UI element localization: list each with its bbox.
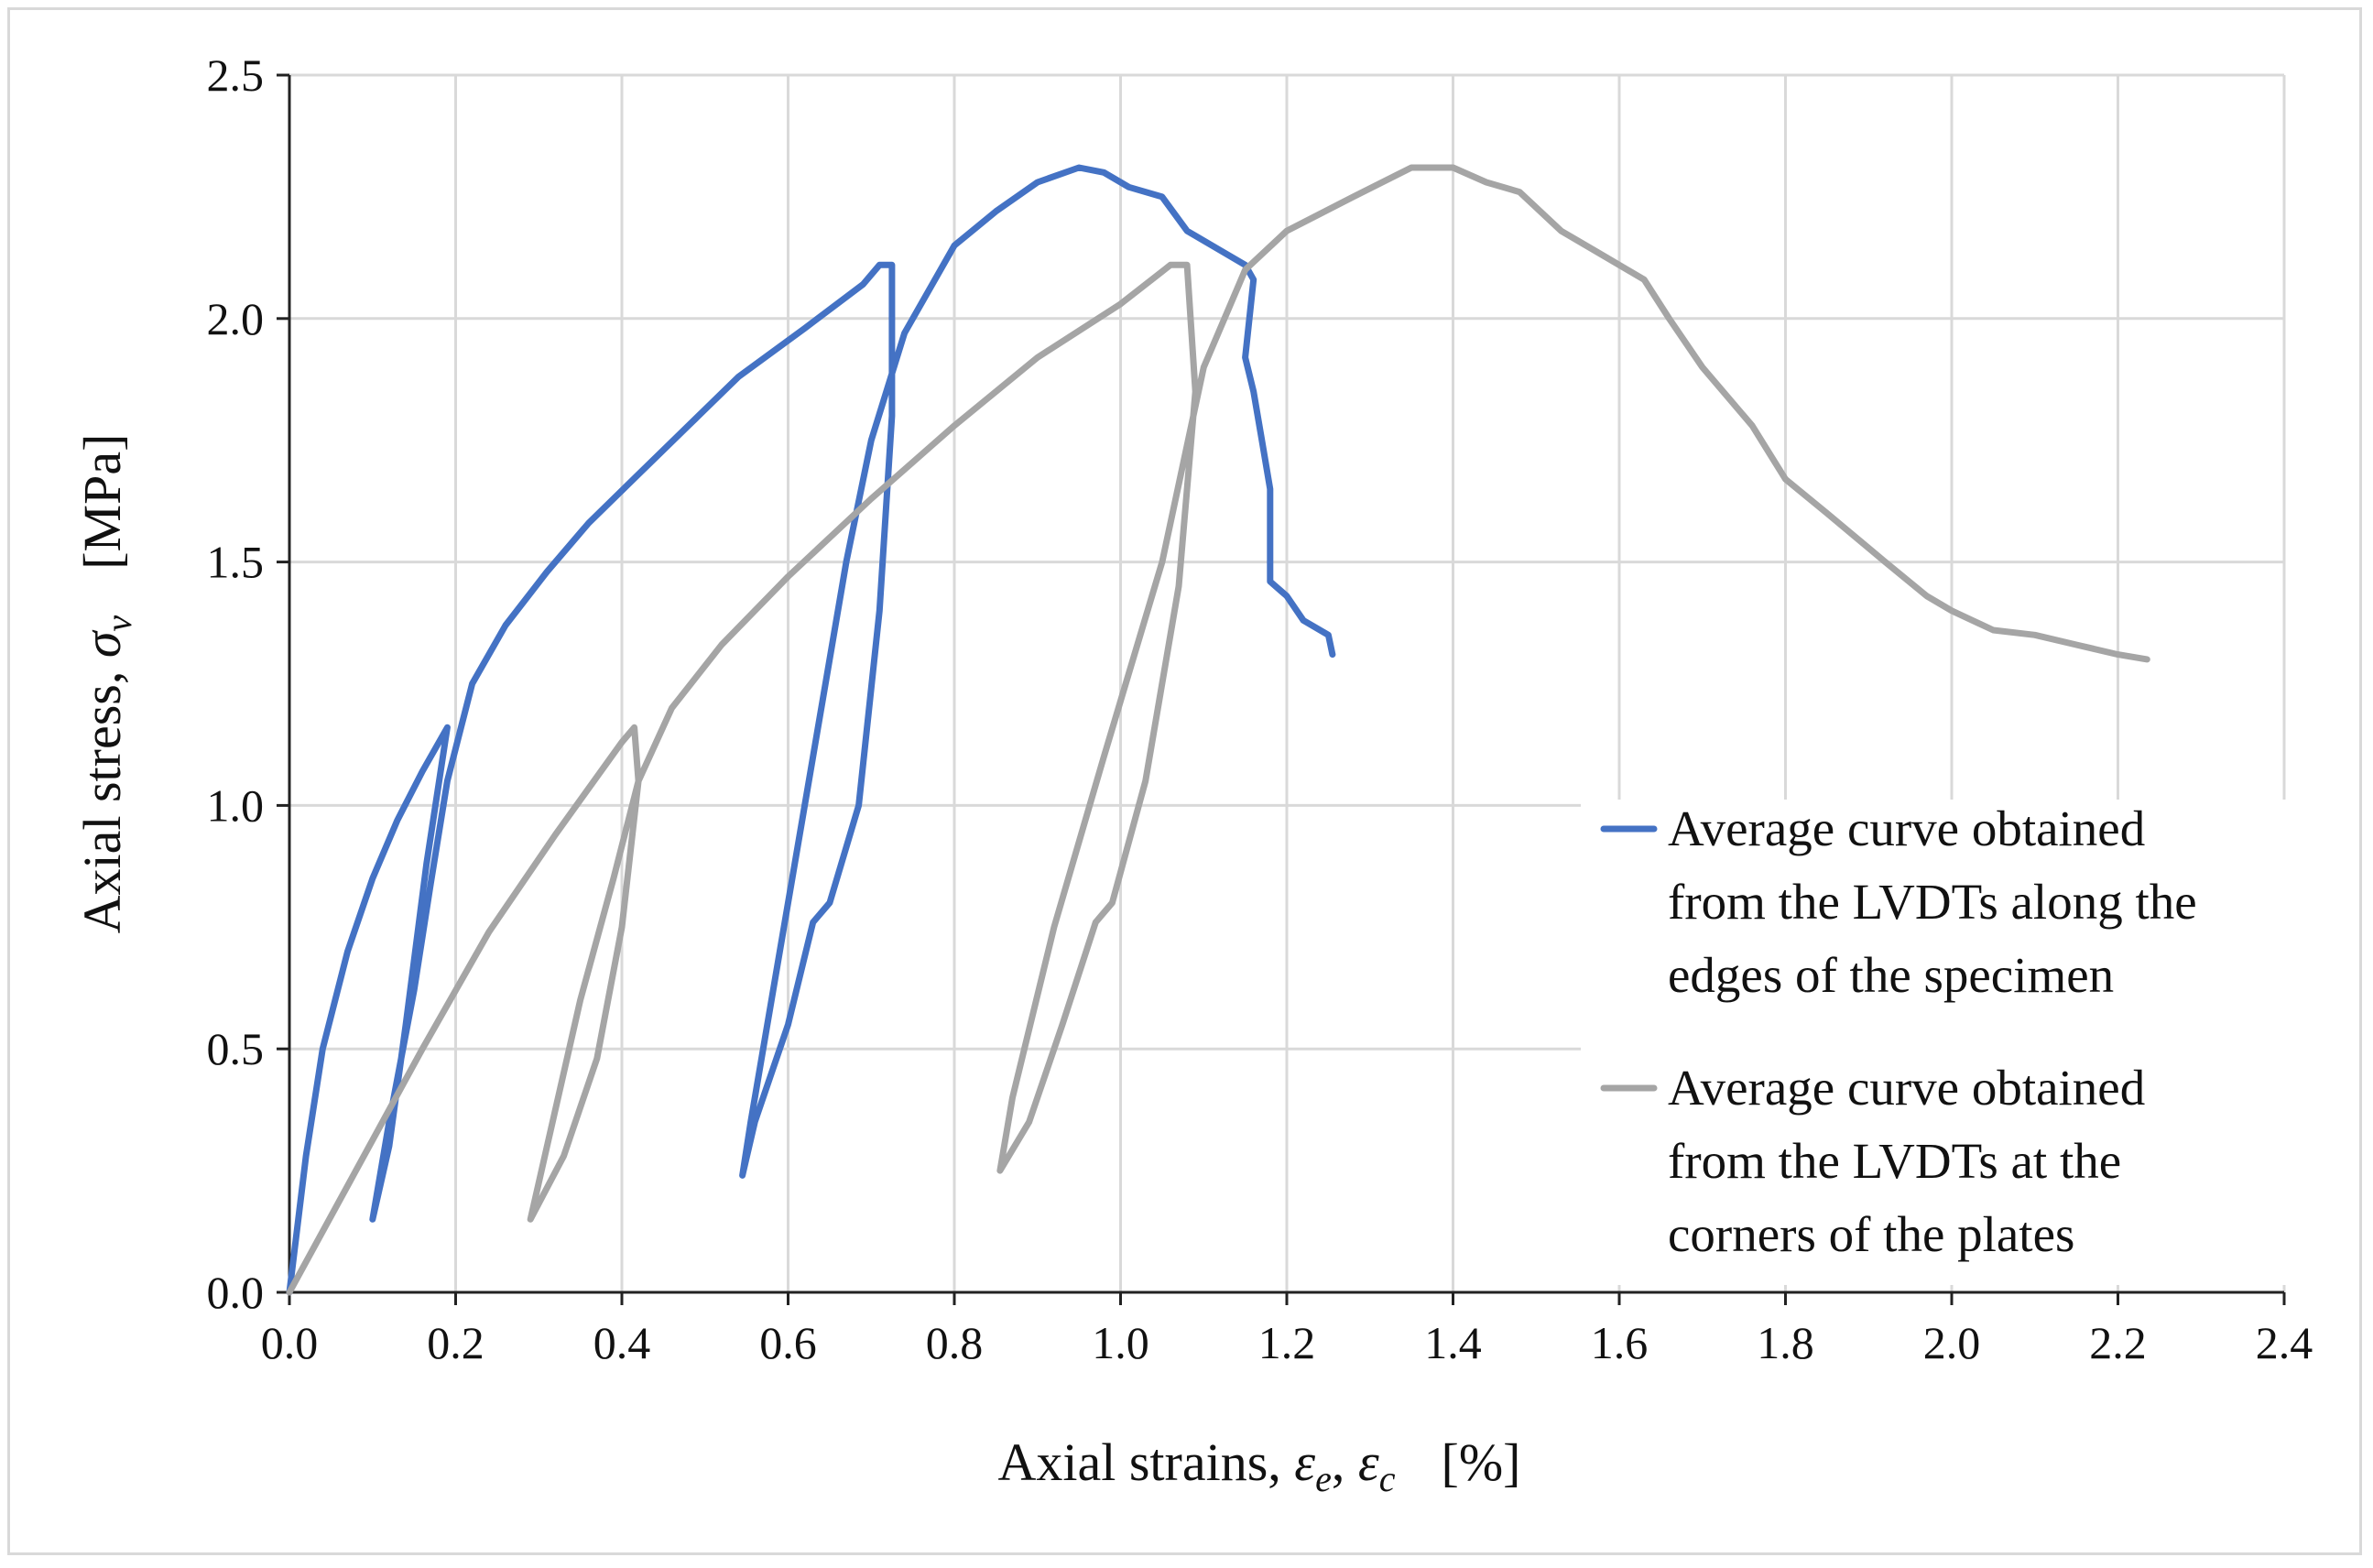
legend-label-edges-line-3: edges of the specimen: [1668, 947, 2114, 1003]
x-axis-title-subscript-1: e: [1315, 1458, 1332, 1499]
chart-frame: 0.0 0.2 0.4 0.6 0.8 1.0 1.2 1.4 1.6 1.8 2.0 2.2 2.4 0…: [7, 7, 2362, 1555]
axes: [277, 73, 2286, 1305]
x-tick-label: 0.2: [427, 1317, 484, 1368]
legend-label-corners: Average curve obtained from the LVDTs at…: [1668, 1060, 2158, 1262]
x-tick-label: 2.0: [1923, 1317, 1981, 1368]
legend-entry-corners: Average curve obtained from the LVDTs at…: [1600, 1060, 2158, 1262]
plot-svg: 0.0 0.2 0.4 0.6 0.8 1.0 1.2 1.4 1.6 1.8 2.0 2.2 2.4 0…: [72, 49, 2313, 1499]
x-tick-label: 1.2: [1258, 1317, 1316, 1368]
x-tick-label: 0.4: [593, 1317, 651, 1368]
x-tick-label: 2.4: [2256, 1317, 2313, 1368]
series-line-edges: [286, 164, 1336, 1296]
y-tick-label: 0.0: [207, 1267, 265, 1318]
legend-label-corners-line-3: corners of the plates: [1668, 1206, 2074, 1262]
y-tick-label: 2.0: [207, 293, 265, 344]
legend: Average curve obtained from the LVDTs al…: [1581, 800, 2304, 1285]
legend-label-corners-line-1: Average curve obtained: [1668, 1060, 2145, 1116]
x-axis-title-symbol-1: ε: [1294, 1432, 1315, 1492]
tick-labels: 0.0 0.2 0.4 0.6 0.8 1.0 1.2 1.4 1.6 1.8 2.0 2.2 2.4 0…: [207, 49, 2313, 1368]
legend-label-corners-line-2: from the LVDTs at the: [1668, 1133, 2121, 1189]
legend-label-edges: Average curve obtained from the LVDTs al…: [1668, 800, 2209, 1003]
x-tick-label: 1.4: [1424, 1317, 1482, 1368]
x-tick-label: 0.8: [926, 1317, 984, 1368]
x-tick-label: 0.6: [759, 1317, 817, 1368]
y-axis-title-symbol: σ: [72, 629, 132, 658]
series-group: [286, 164, 2150, 1296]
x-tick-label: 1.8: [1757, 1317, 1814, 1368]
y-axis-title: Axial stress, σv [MPa]: [72, 434, 139, 934]
legend-label-edges-line-1: Average curve obtained: [1668, 800, 2145, 856]
legend-entry-edges: Average curve obtained from the LVDTs al…: [1600, 800, 2209, 1003]
x-tick-label: 0.0: [261, 1317, 319, 1368]
legend-label-edges-line-2: from the LVDTs along the: [1668, 874, 2197, 930]
x-axis-title-symbol-2: ε: [1358, 1432, 1379, 1492]
x-axis-title: Axial strains, εe, εc [%]: [998, 1432, 1521, 1499]
series-line-corners: [286, 164, 2150, 1296]
y-tick-label: 0.5: [207, 1023, 265, 1074]
x-axis-title-unit: [%]: [1442, 1432, 1521, 1492]
legend-background: [1581, 800, 2304, 1285]
y-tick-label: 1.0: [207, 779, 265, 831]
x-tick-label: 2.2: [2089, 1317, 2147, 1368]
y-tick-label: 1.5: [207, 537, 265, 588]
x-axis-title-prefix: Axial strains,: [998, 1432, 1295, 1492]
y-axis-title-unit: [MPa]: [72, 434, 132, 570]
y-axis-title-subscript: v: [98, 615, 139, 632]
y-axis-title-prefix: Axial stress,: [72, 658, 132, 933]
x-axis-title-subscript-2: c: [1379, 1458, 1396, 1499]
x-axis-title-separator: ,: [1332, 1432, 1358, 1492]
x-tick-label: 1.0: [1092, 1317, 1149, 1368]
y-tick-label: 2.5: [207, 49, 265, 101]
x-tick-label: 1.6: [1591, 1317, 1649, 1368]
